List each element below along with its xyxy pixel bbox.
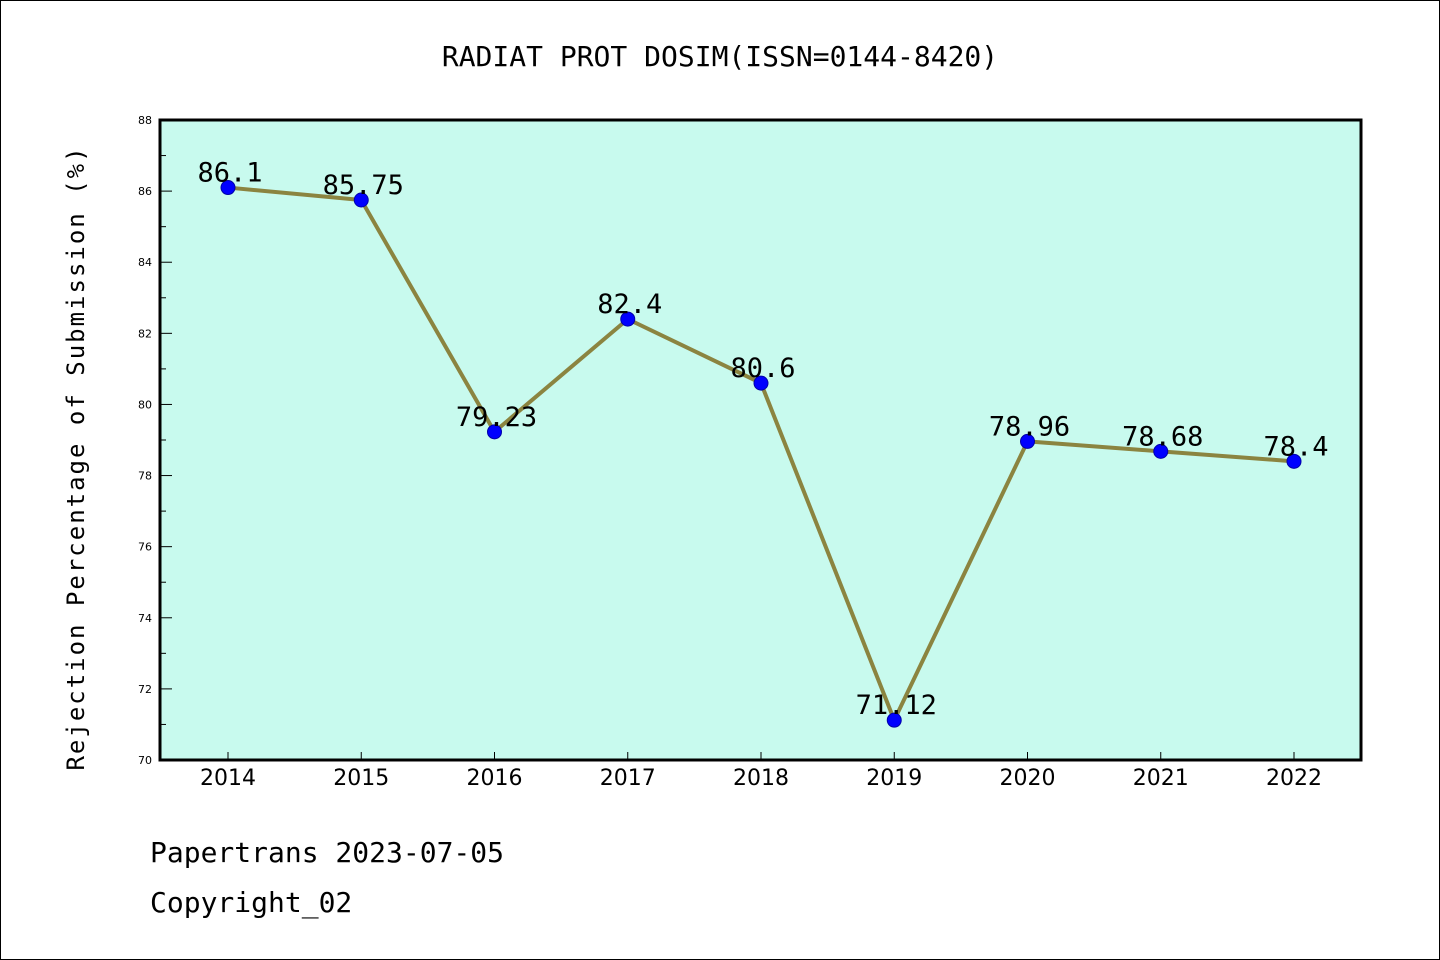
x-tick-label: 2018 bbox=[733, 766, 789, 791]
data-point bbox=[886, 712, 902, 728]
data-point bbox=[1286, 453, 1302, 469]
data-point bbox=[487, 424, 502, 440]
series-group bbox=[220, 180, 1302, 728]
y-tick-label: 76 bbox=[138, 541, 152, 554]
data-label: 78.68 bbox=[1122, 421, 1203, 452]
chart-title: RADIAT PROT DOSIM(ISSN=0144-8420) bbox=[442, 40, 998, 73]
x-tick-label: 2022 bbox=[1266, 766, 1322, 791]
data-label: 79.23 bbox=[456, 402, 537, 433]
y-tick-label: 86 bbox=[138, 185, 152, 198]
data-point bbox=[753, 375, 769, 391]
y-tick-label: 84 bbox=[138, 256, 152, 269]
data-point bbox=[1020, 433, 1035, 449]
y-tick-label: 78 bbox=[138, 470, 152, 483]
x-tick-label: 2015 bbox=[333, 766, 389, 791]
data-point bbox=[1153, 443, 1169, 459]
data-labels: 86.1 85.75 79.23 82.4 80.6 71.12 78.96 78.68 78.… bbox=[197, 158, 1328, 722]
footer-line-2: Copyright_02 bbox=[150, 886, 353, 919]
x-tick-label: 2019 bbox=[866, 766, 922, 791]
y-tick-label: 74 bbox=[138, 612, 152, 625]
x-tick-label: 2017 bbox=[600, 766, 656, 791]
data-label: 80.6 bbox=[730, 353, 795, 384]
x-axis: 2014 2015 2016 2017 2018 2019 2020 2021 2022 bbox=[200, 752, 1322, 791]
data-label: 78.96 bbox=[989, 411, 1070, 442]
data-label: 71.12 bbox=[856, 690, 937, 721]
data-point bbox=[220, 180, 236, 196]
footer-line-1: Papertrans 2023-07-05 bbox=[150, 836, 505, 869]
x-tick-label: 2021 bbox=[1133, 766, 1189, 791]
data-label: 86.1 bbox=[197, 158, 262, 189]
data-point bbox=[620, 311, 636, 327]
plot-area bbox=[158, 118, 1363, 762]
y-tick-label: 80 bbox=[138, 398, 152, 411]
data-point bbox=[353, 192, 369, 208]
y-tick-label: 82 bbox=[138, 327, 152, 340]
data-label: 82.4 bbox=[597, 289, 662, 320]
data-label: 85.75 bbox=[323, 170, 404, 201]
y-tick-label: 88 bbox=[138, 114, 152, 127]
x-tick-label: 2014 bbox=[200, 766, 256, 791]
y-axis: 70 72 74 76 78 80 82 84 86 88 bbox=[138, 114, 172, 767]
y-axis-label: Rejection Percentage of Submission (%) bbox=[62, 145, 90, 770]
data-label: 78.4 bbox=[1263, 431, 1328, 462]
y-tick-label: 70 bbox=[138, 754, 152, 767]
x-tick-label: 2016 bbox=[467, 766, 523, 791]
y-tick-label: 72 bbox=[138, 683, 152, 696]
x-tick-label: 2020 bbox=[1000, 766, 1056, 791]
